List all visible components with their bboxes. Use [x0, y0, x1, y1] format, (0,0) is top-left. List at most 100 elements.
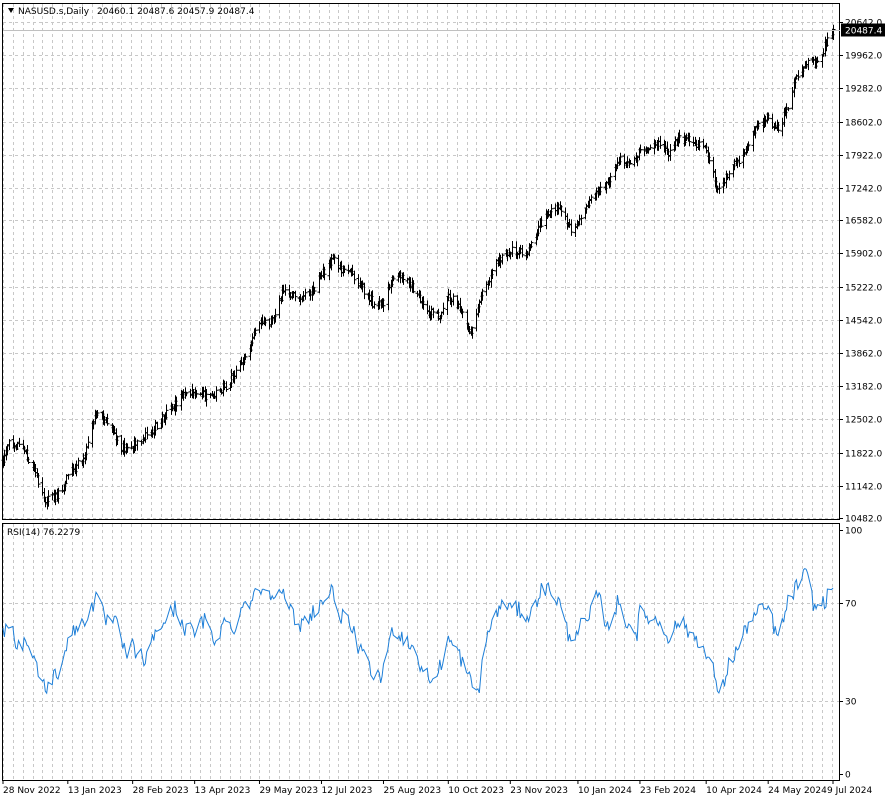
rsi-tick-label: 0 [845, 771, 851, 781]
price-grid [3, 4, 839, 519]
x-tick-label: 10 Oct 2023 [448, 786, 504, 796]
ohlc-bar [831, 24, 836, 40]
ohlc-bar [372, 301, 377, 309]
x-tick-label: 25 Aug 2023 [383, 786, 441, 796]
ohlc-bar [253, 327, 258, 337]
ohlc-bar [115, 435, 120, 445]
y-tick-label: 17242.0 [845, 185, 882, 195]
ohlc-bar [746, 141, 751, 151]
symbol-header[interactable]: NASUSD.s,Daily [18, 7, 90, 17]
y-tick-label: 10482.0 [845, 515, 882, 525]
ohlc-bar [332, 254, 337, 265]
ohlc-bar [589, 194, 594, 204]
last-price-tag [841, 23, 885, 37]
y-tick-label: 17922.0 [845, 152, 882, 162]
x-tick-label: 13 Apr 2023 [195, 786, 251, 796]
ohlc-bar [618, 152, 623, 165]
x-tick-label: 28 Feb 2023 [133, 786, 189, 796]
rsi-tick-label: 30 [845, 698, 857, 708]
ohlc-bar [36, 473, 41, 488]
ohlc-bar [125, 443, 130, 453]
rsi-line [2, 567, 834, 695]
y-tick-label: 15222.0 [845, 284, 882, 294]
ohlc-bar [26, 456, 31, 464]
rsi-panel-frame [2, 523, 840, 781]
dropdown-triangle-icon[interactable] [8, 8, 14, 13]
rsi-tick-label: 100 [845, 527, 862, 537]
x-tick-label: 23 Feb 2024 [640, 786, 696, 796]
y-tick-label: 13182.0 [845, 383, 882, 393]
x-tick-label: 29 May 2023 [259, 786, 318, 796]
ohlc-bar [273, 308, 278, 323]
x-tick-label: 28 Nov 2022 [3, 786, 61, 796]
ohlc-bar [86, 436, 91, 449]
ohlc-bar [194, 389, 199, 398]
ohlc-bar [510, 241, 515, 257]
ohlc-bar [224, 381, 229, 392]
ohlc-bar [460, 309, 465, 319]
ohlc-bar [480, 288, 485, 301]
y-tick-label: 14542.0 [845, 317, 882, 327]
ohlc-bar [529, 240, 534, 249]
ohlc-bar [717, 182, 722, 194]
ohlc-bar [243, 353, 248, 361]
ohlc-bar [76, 457, 81, 469]
ohlc-bar [17, 437, 22, 447]
ohlc-bar [303, 288, 308, 300]
ohlc-bar [362, 282, 367, 300]
ohlc-bar [441, 302, 446, 315]
ohlc-values: 20460.1 20487.6 20457.9 20487.4 [97, 7, 255, 17]
y-tick-label: 12502.0 [845, 416, 882, 426]
ohlc-bar [697, 137, 702, 151]
ohlc-bar [283, 284, 288, 296]
ohlc-bar [184, 391, 189, 397]
ohlc-bar [806, 57, 811, 71]
y-tick-label: 15902.0 [845, 250, 882, 260]
ohlc-bar [7, 439, 12, 451]
ohlc-bar [174, 396, 179, 412]
ohlc-bar [293, 290, 298, 302]
x-tick-label: 13 Jan 2023 [68, 786, 122, 796]
price-panel-frame [2, 3, 840, 520]
y-tick-label: 13862.0 [845, 350, 882, 360]
y-tick-label: 19282.0 [845, 85, 882, 95]
ohlc-bar [638, 144, 643, 154]
ohlc-bar [322, 266, 327, 281]
last-price-label: 20487.4 [845, 27, 882, 37]
y-tick-label: 16582.0 [845, 217, 882, 227]
ohlc-bar [786, 107, 791, 112]
ohlc-bar [56, 487, 61, 504]
ohlc-bar [677, 129, 682, 144]
ohlc-bar [145, 426, 150, 440]
ohlc-bar [490, 268, 495, 279]
ohlc-bar [401, 272, 406, 285]
ohlc-bar [95, 410, 100, 419]
ohlc-bar [648, 144, 653, 150]
x-tick-label: 24 May 2024 [768, 786, 827, 796]
ohlc-bar [135, 439, 140, 451]
ohlc-bar [756, 120, 761, 130]
ohlc-bar [579, 214, 584, 226]
ohlc-bar [825, 32, 830, 47]
ohlc-bar [431, 307, 436, 319]
ohlc-bar [46, 490, 51, 507]
rsi-indicator-label: RSI(14) 76.2279 [7, 528, 80, 538]
ohlc-bar [520, 245, 525, 258]
ohlc-bar [421, 296, 426, 310]
ohlc-bar [737, 155, 742, 167]
ohlc-bar [164, 404, 169, 420]
ohlc-bar [598, 181, 603, 196]
ohlc-bar [312, 286, 317, 295]
ohlc-bar [381, 298, 386, 312]
ohlc-bar [155, 421, 160, 430]
ohlc-bar [687, 132, 692, 147]
x-tick-label: 23 Nov 2023 [510, 786, 568, 796]
ohlc-bar [815, 56, 820, 64]
ohlc-bar [234, 365, 239, 379]
x-tick-label: 9 Jul 2024 [827, 786, 872, 796]
ohlc-bar [727, 170, 732, 181]
ohlc-bar [707, 152, 712, 165]
rsi-y-axis: 100 70 30 0 [839, 527, 862, 781]
